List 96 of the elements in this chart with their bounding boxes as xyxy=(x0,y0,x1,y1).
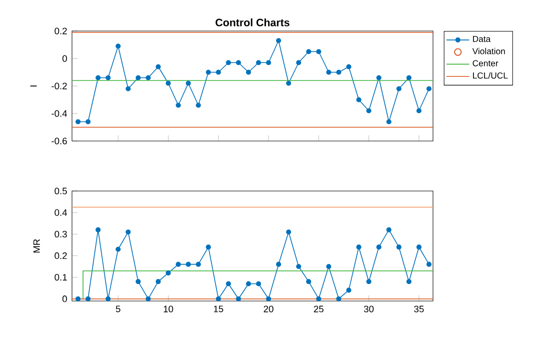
point xyxy=(296,264,302,270)
point xyxy=(396,244,402,250)
point xyxy=(196,262,201,267)
point xyxy=(386,227,392,232)
point xyxy=(376,244,382,250)
point xyxy=(316,49,322,54)
x-tick-label: 20 xyxy=(264,306,274,312)
point xyxy=(396,86,402,92)
point xyxy=(106,75,111,80)
point xyxy=(406,75,412,80)
y-tick-label: -0.2 xyxy=(52,82,67,90)
point xyxy=(236,296,241,302)
point xyxy=(166,270,171,276)
y-tick-label: 0 xyxy=(62,296,67,302)
point xyxy=(266,296,272,302)
point xyxy=(176,262,181,267)
point xyxy=(126,86,131,92)
point xyxy=(336,296,342,302)
point xyxy=(96,227,101,232)
legend-label: Data xyxy=(473,36,491,42)
point xyxy=(216,296,221,302)
point xyxy=(366,279,372,284)
y-tick-label: 0.1 xyxy=(54,274,67,281)
point xyxy=(246,281,252,286)
point xyxy=(276,262,282,267)
y-tick-label: 0 xyxy=(62,55,67,62)
point xyxy=(116,44,121,49)
point xyxy=(356,244,362,250)
point xyxy=(276,38,282,44)
point xyxy=(116,246,121,252)
point xyxy=(316,296,322,302)
x-tick-label: 35 xyxy=(414,306,424,312)
point xyxy=(156,279,161,284)
x-tick-label: 5 xyxy=(116,306,120,312)
point xyxy=(386,119,392,124)
point xyxy=(426,86,432,92)
point xyxy=(146,75,151,80)
legend-label: Violation xyxy=(472,48,505,54)
point xyxy=(176,102,181,108)
point xyxy=(136,75,141,80)
point xyxy=(366,108,372,114)
point xyxy=(296,60,302,66)
y-tick-label: 0.2 xyxy=(54,252,67,260)
point xyxy=(206,244,211,250)
point xyxy=(216,70,221,75)
point xyxy=(356,97,362,102)
y-tick-label: 0.5 xyxy=(54,188,67,194)
point xyxy=(186,262,191,267)
point xyxy=(75,296,81,302)
point xyxy=(226,281,231,286)
point xyxy=(186,80,191,86)
point xyxy=(96,75,101,80)
y-tick-label: -0.4 xyxy=(52,110,68,117)
point xyxy=(126,229,131,235)
point xyxy=(326,264,332,270)
point xyxy=(246,70,252,75)
point xyxy=(306,49,312,54)
point xyxy=(416,108,422,114)
point xyxy=(196,102,201,108)
y-tick-label: 0.3 xyxy=(54,230,67,238)
point xyxy=(286,80,292,86)
point xyxy=(326,70,332,75)
point xyxy=(416,244,422,250)
x-tick-label: 25 xyxy=(314,306,324,312)
point xyxy=(106,296,111,302)
x-tick-label: 30 xyxy=(364,306,374,312)
point xyxy=(146,296,151,302)
point xyxy=(346,288,352,293)
point xyxy=(86,119,91,124)
point xyxy=(75,119,81,124)
point xyxy=(206,70,211,75)
point xyxy=(306,279,312,284)
point xyxy=(136,279,141,284)
point xyxy=(406,279,412,284)
y-tick-label: 0.2 xyxy=(54,28,67,34)
point xyxy=(376,75,382,80)
point xyxy=(236,60,241,66)
x-tick-label: 15 xyxy=(214,306,224,312)
point xyxy=(266,60,272,66)
point xyxy=(346,64,352,70)
point xyxy=(86,296,91,302)
point xyxy=(226,60,231,66)
point xyxy=(166,80,171,86)
x-tick-label: 10 xyxy=(164,306,174,312)
point xyxy=(256,60,262,66)
y-tick-label: 0.4 xyxy=(54,209,68,216)
chart-title: Control Charts xyxy=(216,18,290,26)
legend-label: Center xyxy=(472,60,498,66)
point xyxy=(426,262,432,267)
y-tick-label: -0.6 xyxy=(52,138,67,144)
point xyxy=(286,229,292,235)
point xyxy=(156,64,161,70)
point xyxy=(256,281,262,286)
legend-label: LCL/UCL xyxy=(473,72,508,79)
point xyxy=(336,70,342,75)
y-axis-title: MR xyxy=(33,239,40,252)
